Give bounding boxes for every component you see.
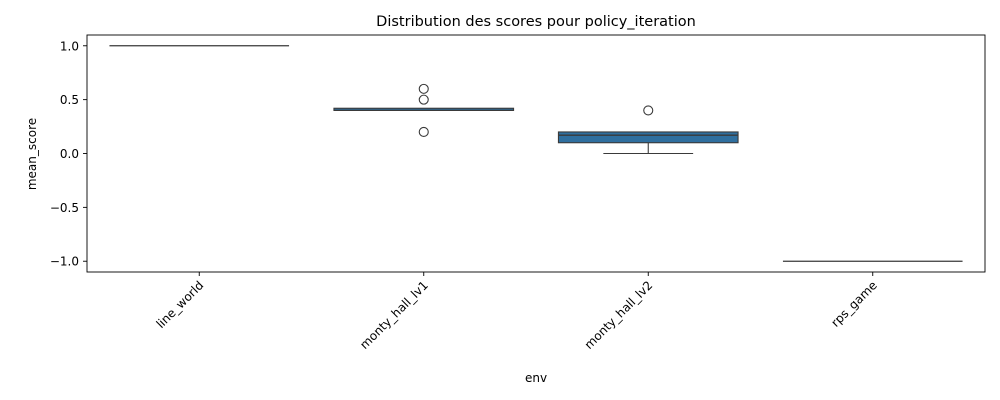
outlier-point (643, 105, 654, 116)
x-axis-label: env (525, 371, 547, 385)
x-tick-label: rps_game (828, 278, 880, 330)
box (557, 131, 739, 144)
y-tick-label: −1.0 (50, 255, 79, 269)
y-axis-label: mean_score (25, 118, 39, 190)
outlier-point (418, 126, 429, 138)
y-tick-label: 0.0 (60, 147, 79, 161)
outlier-point (418, 94, 429, 105)
y-tick-label: −0.5 (50, 201, 79, 215)
y-tick-label: 0.5 (60, 93, 79, 107)
outlier-point (418, 83, 429, 94)
plot-frame (86, 34, 986, 273)
chart-title: Distribution des scores pour policy_iter… (376, 14, 696, 30)
x-tick-label: monty_hall_lv1 (357, 278, 431, 352)
plot-area: 1.0 0.5 0.0 −0.5 −1.0 line_world monty_hall_lv… (50, 39, 963, 352)
x-tick-label: monty_hall_lv2 (582, 278, 656, 352)
y-tick-label: 1.0 (60, 39, 79, 53)
x-tick-label: line_world (154, 278, 207, 331)
